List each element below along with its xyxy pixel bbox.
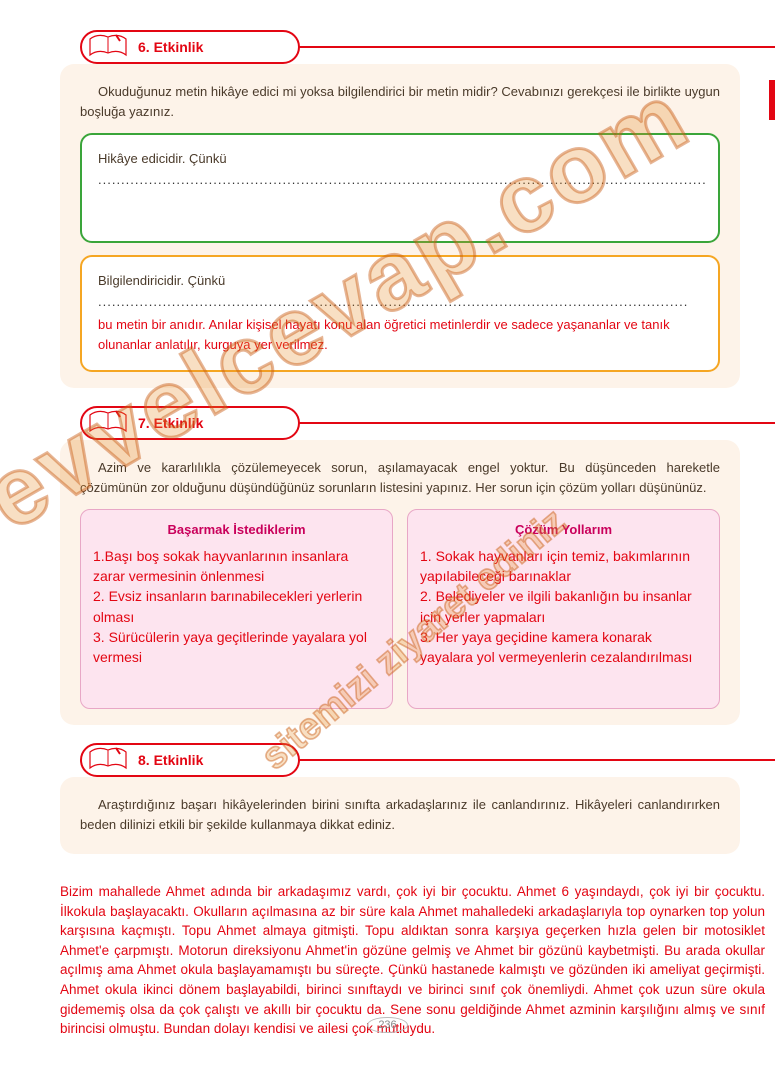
- activity-7-tab: 7. Etkinlik: [80, 406, 740, 442]
- goals-heading: Başarmak İstediklerim: [93, 520, 380, 540]
- solutions-heading: Çözüm Yollarım: [420, 520, 707, 540]
- two-column-container: Başarmak İstediklerim 1.Başı boş sokak h…: [80, 509, 720, 709]
- activity-7-prompt: Azim ve kararlılıkla çözülemeyecek sorun…: [80, 458, 720, 497]
- activity-7-label: 7. Etkinlik: [138, 415, 203, 431]
- solutions-column: Çözüm Yollarım 1. Sokak hayvanları için …: [407, 509, 720, 709]
- book-icon: [88, 746, 128, 774]
- activity-7-box: Azim ve kararlılıkla çözülemeyecek sorun…: [60, 440, 740, 725]
- answer-box-green: Hikâye edicidir. Çünkü .................…: [80, 133, 720, 243]
- activity-6-label: 6. Etkinlik: [138, 39, 203, 55]
- page-content: 6. Etkinlik Okuduğunuz metin hikâye edic…: [0, 0, 775, 882]
- story-answer: Bizim mahallede Ahmet adında bir arkadaş…: [0, 882, 775, 1039]
- solutions-list: 1. Sokak hayvanları için temiz, bakımlar…: [420, 546, 707, 668]
- tab-line: [280, 46, 775, 48]
- activity-8-label: 8. Etkinlik: [138, 752, 203, 768]
- activity-8-box: Araştırdığınız başarı hikâyelerinden bir…: [60, 777, 740, 854]
- box1-dots: ........................................…: [98, 172, 707, 187]
- book-icon: [88, 33, 128, 61]
- goals-list: 1.Başı boş sokak hayvanlarının insanlara…: [93, 546, 380, 668]
- tab-line: [280, 759, 775, 761]
- answer-box-orange: Bilgilendiricidir. Çünkü ...............…: [80, 255, 720, 372]
- activity-6-answer: bu metin bir anıdır. Anılar kişisel haya…: [98, 315, 702, 357]
- tab-shape: 7. Etkinlik: [80, 406, 300, 440]
- box1-label: Hikâye edicidir. Çünkü: [98, 151, 227, 166]
- tab-line: [280, 422, 775, 424]
- box2-label: Bilgilendiricidir. Çünkü: [98, 273, 225, 288]
- book-icon: [88, 409, 128, 437]
- box2-dots: ........................................…: [98, 294, 688, 309]
- activity-6-prompt: Okuduğunuz metin hikâye edici mi yoksa b…: [80, 82, 720, 121]
- activity-6-tab: 6. Etkinlik: [80, 30, 740, 66]
- tab-shape: 6. Etkinlik: [80, 30, 300, 64]
- goals-column: Başarmak İstediklerim 1.Başı boş sokak h…: [80, 509, 393, 709]
- tab-shape: 8. Etkinlik: [80, 743, 300, 777]
- activity-8-prompt: Araştırdığınız başarı hikâyelerinden bir…: [80, 795, 720, 834]
- activity-6-box: Okuduğunuz metin hikâye edici mi yoksa b…: [60, 64, 740, 388]
- page-number: 236: [367, 1017, 407, 1033]
- activity-8-tab: 8. Etkinlik: [80, 743, 740, 779]
